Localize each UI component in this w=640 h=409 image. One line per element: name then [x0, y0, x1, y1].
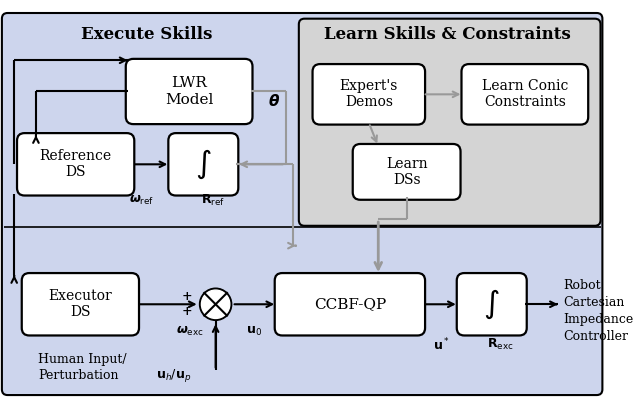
- FancyBboxPatch shape: [299, 19, 600, 226]
- Text: $\mathbf{R}_\mathrm{ref}$: $\mathbf{R}_\mathrm{ref}$: [201, 193, 225, 208]
- Circle shape: [200, 288, 232, 320]
- Text: Execute Skills: Execute Skills: [81, 26, 212, 43]
- FancyBboxPatch shape: [353, 144, 461, 200]
- Text: Learn
DSs: Learn DSs: [386, 157, 428, 187]
- Text: CCBF-QP: CCBF-QP: [314, 297, 386, 311]
- Text: Executor
DS: Executor DS: [49, 289, 112, 319]
- Text: +: +: [181, 290, 192, 303]
- Text: $\mathbf{u}^*$: $\mathbf{u}^*$: [433, 337, 450, 353]
- FancyBboxPatch shape: [457, 273, 527, 335]
- Text: Reference
DS: Reference DS: [40, 149, 112, 180]
- FancyBboxPatch shape: [22, 273, 139, 335]
- Text: $\boldsymbol{\omega}_\mathrm{exc}$: $\boldsymbol{\omega}_\mathrm{exc}$: [177, 325, 204, 338]
- Text: Human Input/: Human Input/: [38, 353, 127, 366]
- Text: +: +: [181, 306, 192, 318]
- Text: $\mathbf{u}_h/\mathbf{u}_p$: $\mathbf{u}_h/\mathbf{u}_p$: [156, 367, 191, 384]
- Text: $\boldsymbol{\theta}$: $\boldsymbol{\theta}$: [268, 93, 280, 109]
- Text: $\boldsymbol{\omega}_\mathrm{ref}$: $\boldsymbol{\omega}_\mathrm{ref}$: [129, 194, 154, 207]
- FancyBboxPatch shape: [461, 64, 588, 125]
- Text: Robot: Robot: [564, 279, 601, 292]
- Text: Controller: Controller: [564, 330, 628, 343]
- Text: Learn Conic
Constraints: Learn Conic Constraints: [482, 79, 568, 110]
- FancyBboxPatch shape: [126, 59, 253, 124]
- FancyBboxPatch shape: [17, 133, 134, 196]
- Text: $\int$: $\int$: [195, 148, 212, 181]
- Text: LWR
Model: LWR Model: [165, 76, 213, 107]
- FancyBboxPatch shape: [275, 273, 425, 335]
- Text: Learn Skills & Constraints: Learn Skills & Constraints: [324, 26, 571, 43]
- FancyBboxPatch shape: [2, 13, 602, 395]
- Text: Cartesian: Cartesian: [564, 296, 625, 309]
- Text: Perturbation: Perturbation: [38, 369, 118, 382]
- Text: $\mathbf{R}_\mathrm{exc}$: $\mathbf{R}_\mathrm{exc}$: [487, 337, 514, 353]
- FancyBboxPatch shape: [168, 133, 238, 196]
- Text: Impedance: Impedance: [564, 313, 634, 326]
- Circle shape: [202, 290, 230, 319]
- Text: Expert's
Demos: Expert's Demos: [340, 79, 398, 110]
- Text: $\mathbf{u}_0$: $\mathbf{u}_0$: [246, 325, 262, 338]
- Text: $\int$: $\int$: [483, 288, 500, 321]
- FancyBboxPatch shape: [312, 64, 425, 125]
